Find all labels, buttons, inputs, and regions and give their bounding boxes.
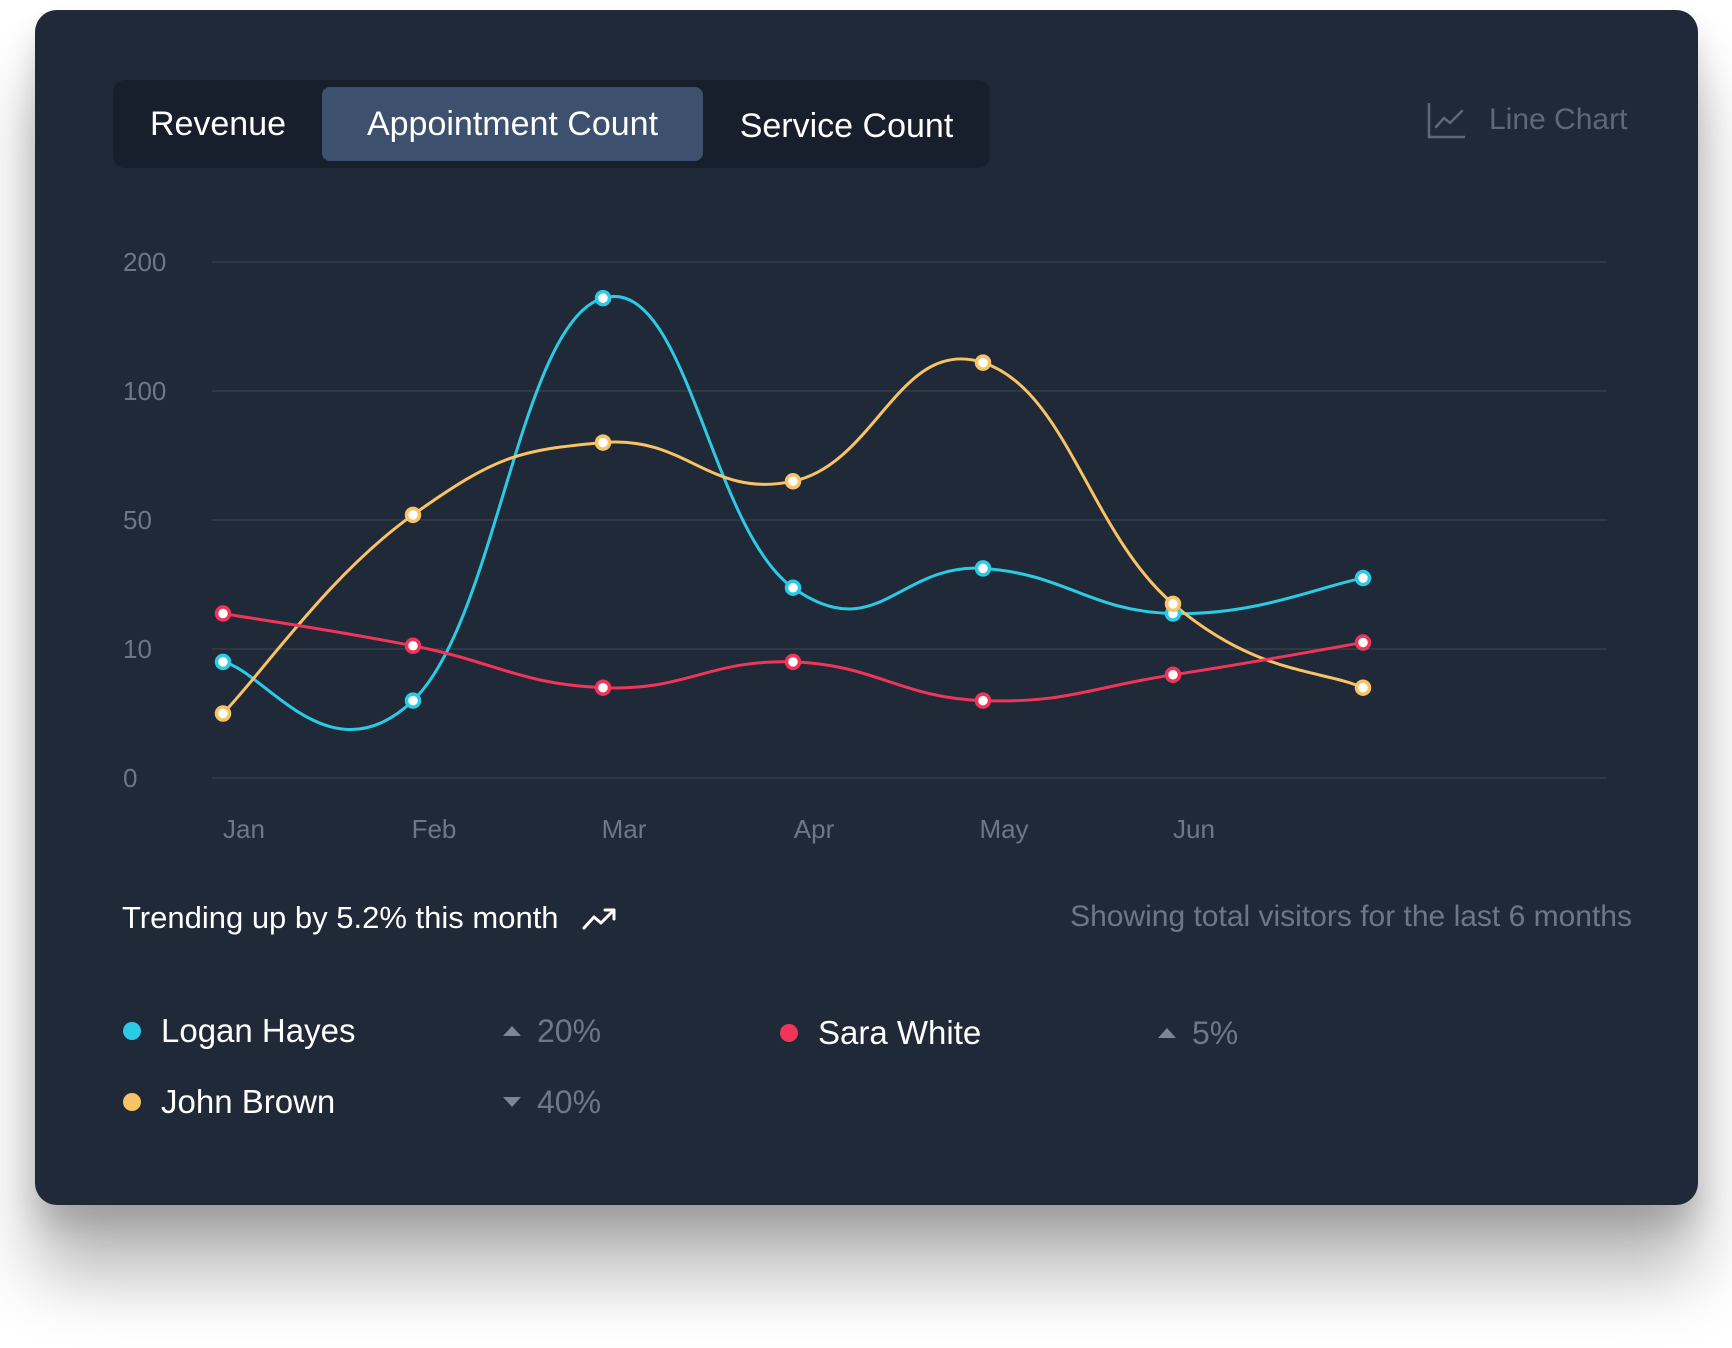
legend-change: 5% <box>1158 1008 1238 1058</box>
x-tick-label: Jun <box>1173 814 1215 844</box>
legend-change-value: 40% <box>537 1083 602 1120</box>
trend-summary: Trending up by 5.2% this month <box>122 900 619 936</box>
tab-bar: Revenue Appointment Count Service Count <box>113 80 990 168</box>
trend-text: Trending up by 5.2% this month <box>122 900 559 935</box>
data-point-sara-white <box>214 605 232 622</box>
y-tick-label: 50 <box>123 505 152 535</box>
chart-type-label: Line Chart <box>1489 103 1628 136</box>
legend-change: 20% <box>503 1006 601 1056</box>
x-tick-label: Jan <box>223 814 265 844</box>
series-line-john-brown <box>221 357 1365 715</box>
legend-change-value: 20% <box>537 1012 602 1049</box>
series-line-logan-hayes <box>221 294 1365 731</box>
data-point-john-brown <box>214 705 232 722</box>
data-point-logan-hayes <box>594 289 612 307</box>
series-line-sara-white <box>221 612 1365 703</box>
x-tick-label: Apr <box>794 814 835 844</box>
arrow-up-icon <box>503 1026 521 1036</box>
legend-change-value: 5% <box>1192 1014 1239 1051</box>
legend-dot <box>123 1022 141 1040</box>
tab-revenue[interactable]: Revenue <box>149 104 287 143</box>
chart-type-selector[interactable]: Line Chart <box>1427 90 1627 150</box>
legend-dot <box>123 1093 141 1111</box>
arrow-up-icon <box>1158 1028 1176 1038</box>
tab-service-count[interactable]: Service Count <box>739 106 954 145</box>
y-tick-label: 200 <box>123 247 166 277</box>
data-point-logan-hayes <box>214 653 232 671</box>
x-tick-label: Feb <box>412 814 457 844</box>
data-point-john-brown <box>784 473 802 490</box>
chart-caption: Showing total visitors for the last 6 mo… <box>1070 900 1632 933</box>
data-point-john-brown <box>404 506 422 524</box>
arrow-down-icon <box>503 1097 521 1107</box>
legend-name: Sara White <box>818 1014 982 1051</box>
legend-change: 40% <box>503 1077 601 1127</box>
legend-name: John Brown <box>161 1083 336 1120</box>
chart-card: Revenue Appointment Count Service Count … <box>35 10 1698 1205</box>
legend-item-logan-hayes: Logan Hayes 20% <box>123 1006 601 1056</box>
data-point-sara-white <box>404 637 422 655</box>
data-point-logan-hayes <box>974 560 992 577</box>
x-tick-label: May <box>979 814 1028 844</box>
data-point-john-brown <box>1164 595 1182 613</box>
data-point-logan-hayes <box>1354 569 1372 587</box>
data-point-sara-white <box>594 679 612 696</box>
y-tick-label: 100 <box>123 376 166 406</box>
data-point-john-brown <box>974 354 992 371</box>
legend-item-sara-white: Sara White 5% <box>780 1008 1238 1058</box>
data-point-sara-white <box>1164 666 1182 684</box>
tab-appointment-count[interactable]: Appointment Count <box>322 87 703 161</box>
data-point-sara-white <box>974 692 992 709</box>
data-point-john-brown <box>594 434 612 451</box>
legend-name: Logan Hayes <box>161 1012 356 1049</box>
data-point-sara-white <box>784 653 802 671</box>
data-point-john-brown <box>1354 679 1372 696</box>
data-point-logan-hayes <box>784 579 802 596</box>
data-point-logan-hayes <box>404 692 422 709</box>
trending-up-icon <box>582 908 616 930</box>
data-point-logan-hayes <box>1164 605 1182 622</box>
line-chart-icon <box>1427 103 1465 139</box>
legend-item-john-brown: John Brown 40% <box>123 1077 601 1127</box>
y-tick-label: 0 <box>123 763 137 793</box>
legend-dot <box>780 1024 798 1042</box>
x-tick-label: Mar <box>602 814 647 844</box>
y-tick-label: 10 <box>123 634 152 664</box>
data-point-sara-white <box>1354 634 1372 651</box>
